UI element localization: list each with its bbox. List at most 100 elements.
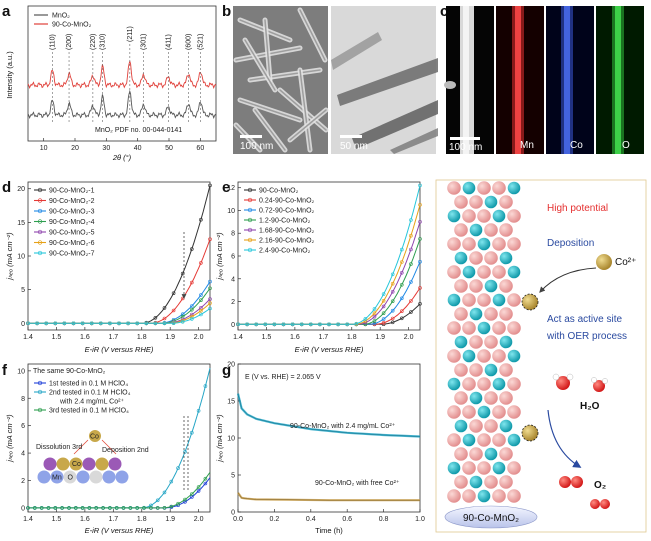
co-atom: [454, 251, 468, 265]
legend-title-f: The same 90-Co-MnO₂: [33, 368, 106, 375]
legend-marker: [37, 208, 43, 214]
mn-atom: [462, 321, 476, 335]
x-tick-label: 40: [134, 145, 142, 152]
lsv-point: [176, 466, 180, 470]
inset-deposition-label: Deposition 2nd: [102, 447, 149, 454]
scale-bar-eds: [450, 137, 480, 140]
mn-atom: [454, 363, 468, 377]
lsv-point: [108, 506, 112, 510]
lsv-curve: [28, 298, 211, 324]
x-tick-label: 0.2: [270, 516, 280, 523]
lsv-point: [208, 306, 212, 311]
lsv-point: [126, 321, 130, 326]
lsv-point: [399, 247, 404, 252]
lsv-point: [144, 321, 149, 326]
mn-atom: [507, 237, 521, 251]
lsv-point: [418, 203, 422, 207]
inset-o-label: O: [68, 475, 74, 482]
x-axis-label-f: E-iR (V versus RHE): [85, 526, 154, 535]
lsv-point: [199, 308, 203, 313]
lsv-point: [99, 321, 103, 326]
co-atom: [454, 419, 468, 433]
sem-rod-shade: [299, 69, 311, 151]
legend-label: 2.4-90-Co-MnO₂: [259, 248, 311, 255]
x-tick-label: 1.9: [165, 516, 175, 523]
lsv-point: [409, 262, 413, 266]
lsv-point: [390, 272, 395, 277]
panel-label-c: c: [440, 3, 448, 20]
x-tick-label: 1.7: [108, 334, 118, 341]
co-atom: [447, 209, 461, 223]
tem-image: 50 nm: [331, 6, 438, 154]
lsv-point: [35, 321, 39, 326]
sem-rod-shade: [264, 19, 271, 81]
x-tick-label: 2.0: [404, 334, 414, 341]
active-site-label-1: Act as active site: [547, 314, 622, 325]
x-tick-label: 1.5: [52, 334, 62, 341]
lsv-point: [183, 497, 187, 502]
y-axis-label-g: jₕₑₒ (mA cm⁻²): [215, 414, 224, 463]
mn-atom: [447, 237, 461, 251]
mn-atom: [499, 223, 513, 237]
lsv-point: [149, 506, 153, 510]
deposited-co-1: [521, 293, 539, 311]
lsv-point: [71, 321, 76, 326]
mn-atom: [469, 195, 483, 209]
sem-rod-shade: [249, 69, 321, 81]
lsv-point: [171, 321, 176, 326]
lsv-point: [162, 321, 167, 326]
co-atom: [492, 209, 506, 223]
mn-atom: [492, 405, 506, 419]
co-atom: [484, 279, 498, 293]
x-tick-label: 0.6: [342, 516, 352, 523]
lsv-curve: [28, 308, 211, 324]
co-atom: [469, 391, 483, 405]
legend-text-mno2: MnO₂: [52, 13, 70, 20]
mn-atom: [507, 321, 521, 335]
x-tick-label: 2.0: [194, 516, 204, 523]
lsv-point: [281, 322, 286, 327]
legend-marker: [37, 198, 43, 203]
x-tick-label: 0.0: [233, 516, 243, 523]
peak-label: (600): [185, 34, 192, 50]
lsv-point: [336, 322, 340, 327]
lsv-point: [409, 280, 413, 284]
legend-label: 2nd tested in 0.1 M HClO₄: [49, 390, 131, 397]
x-tick-label: 1.7: [318, 334, 328, 341]
lsv-point: [155, 506, 160, 510]
mn-atom: [469, 447, 483, 461]
co-atom: [499, 335, 513, 349]
co-atom: [462, 433, 476, 447]
mn-atom: [447, 433, 461, 447]
active-site-label-2: with OER process: [546, 331, 627, 342]
lsv-point: [80, 506, 85, 510]
peak-label: (310): [100, 34, 107, 50]
co-map: Co: [546, 6, 594, 154]
legend-marker: [247, 207, 253, 213]
lsv-point: [108, 321, 112, 326]
x-tick-label: 30: [102, 145, 110, 152]
x-ticks-a: 10 20 30 40 50 60: [40, 138, 204, 152]
mn-atom: [454, 475, 468, 489]
haadf-image: 100 nm: [444, 6, 494, 154]
lsv-point: [263, 322, 268, 327]
lsv-curve: [238, 185, 421, 325]
x-tick-label: 60: [196, 145, 204, 152]
x-tick-label: 1.7: [108, 516, 118, 523]
lsv-point: [39, 506, 44, 510]
ticks-g: 0.0 0.2 0.4 0.6 0.8 1.0 0 5 10 15 20: [227, 362, 425, 524]
scale-label-tem: 50 nm: [340, 141, 368, 152]
x-axis-label-a: 2θ (°): [112, 153, 132, 162]
mn-atom: [447, 489, 461, 503]
lsv-point: [272, 322, 277, 327]
mn-atom: [484, 419, 498, 433]
plot-frame-f: [27, 363, 211, 513]
co-atom: [469, 307, 483, 321]
lsv-point: [199, 298, 203, 303]
pdf-note: MnO₂ PDF no. 00-044-0141: [95, 127, 182, 134]
mn-map: Mn: [496, 6, 544, 154]
y-tick-label: 15: [17, 220, 25, 227]
panel-f-lsv-cycles: f jₕₑₒ (mA cm⁻²) E-iR (V versus RHE) 1.4…: [2, 362, 211, 535]
mn-atom: [454, 223, 468, 237]
nanorod-base: [444, 505, 538, 529]
